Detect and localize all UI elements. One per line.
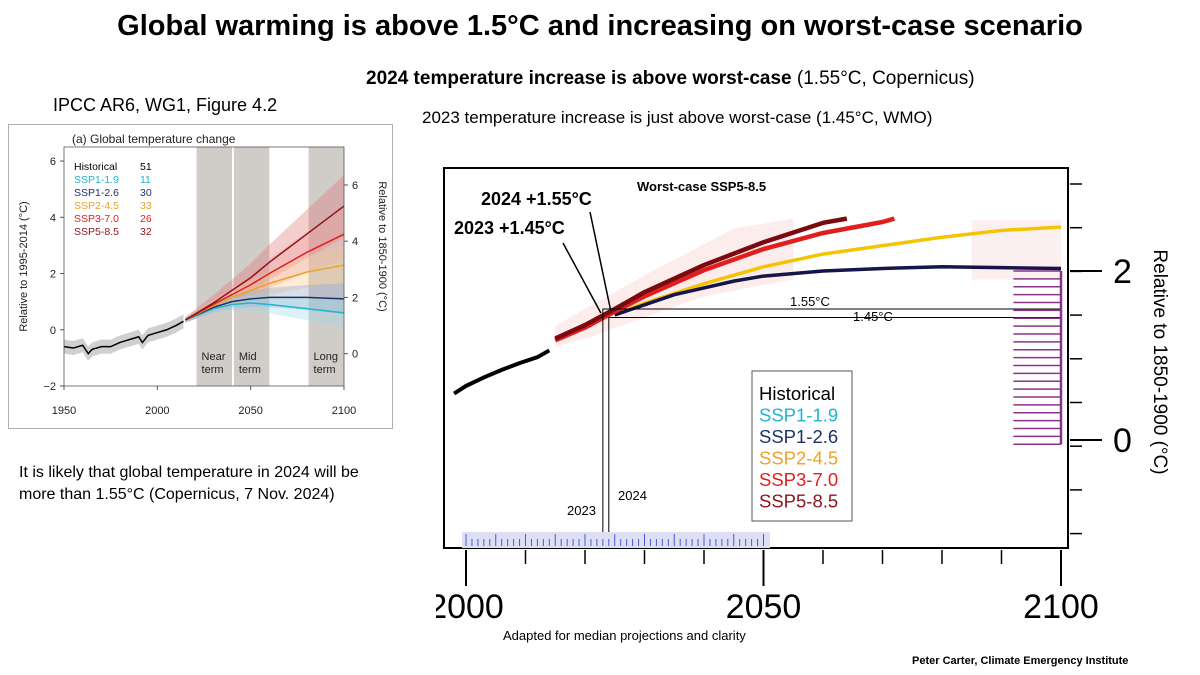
- left-plot-frame: [63, 146, 345, 387]
- legend-count-ssp370: 26: [140, 213, 152, 225]
- ipcc-figure-label: IPCC AR6, WG1, Figure 4.2: [53, 95, 278, 115]
- legend-name-ssp585: SSP5-8.5: [74, 226, 119, 238]
- arrow-2024: [589, 211, 612, 312]
- ssp-chart: 1.55°C 1.45°C 2023 2024 2024 +1.55°C 2023 +1.…: [436, 167, 1170, 626]
- series-line-ssp119: [185, 302, 345, 321]
- y-tick-label-0: 0: [1113, 422, 1132, 460]
- legend-count-historical: 51: [140, 161, 152, 173]
- ref-line-2024-145: [608, 316, 1061, 548]
- y-right-tick-label-1: 2: [352, 292, 358, 304]
- adaptation-caption: Adapted for median projections and clari…: [503, 628, 746, 643]
- series-line-ssp126: [185, 296, 345, 321]
- author-credit: Peter Carter, Climate Emergency Institut…: [912, 655, 1129, 667]
- ref-line-2023-155: [602, 308, 1061, 548]
- right-legend-ssp585: SSP5-8.5: [759, 491, 838, 512]
- series-line-historical: [63, 320, 184, 355]
- annotation-2024: 2024 +1.55°C: [481, 189, 592, 209]
- legend-count-ssp245: 33: [140, 200, 152, 212]
- legend-name-ssp245: SSP2-4.5: [74, 200, 119, 212]
- subtitle-2024-bold: 2024 temperature increase is above worst…: [366, 68, 792, 89]
- historical-line: [453, 348, 551, 396]
- x-tick-label-2000: 2000: [436, 588, 504, 626]
- term-band-label2-0: term: [202, 364, 224, 376]
- legend-count-ssp126: 30: [140, 187, 152, 199]
- y-tick-label-2: 2: [1113, 253, 1132, 291]
- left-ylabel: Relative to 1995-2014 (°C): [18, 201, 30, 331]
- legend-name-ssp126: SSP1-2.6: [74, 187, 119, 199]
- y-tick-label-2: 2: [50, 269, 56, 281]
- legend-name-historical: Historical: [74, 161, 117, 173]
- chart-title-worst-case: Worst-case SSP5-8.5: [637, 179, 766, 194]
- term-band-label-0: Near: [202, 351, 226, 363]
- subtitle-2023: 2023 temperature increase is just above …: [422, 108, 933, 127]
- y-tick-label-0: −2: [43, 381, 56, 393]
- x-tick-label-2: 2050: [238, 405, 262, 417]
- right-legend-ssp370: SSP3-7.0: [759, 469, 838, 490]
- ssp-line-ssp585: [554, 216, 848, 341]
- main-title: Global warming is above 1.5°C and increa…: [117, 10, 1083, 42]
- subtitle-2024-rest: (1.55°C, Copernicus): [791, 68, 975, 89]
- right-legend-historical: Historical: [759, 383, 835, 404]
- x-tick-label-2050: 2050: [726, 588, 802, 626]
- envelope-ssp585: [185, 175, 344, 323]
- arrow-2023: [562, 242, 602, 314]
- legend-count-ssp585: 32: [140, 226, 152, 238]
- right-legend-ssp245: SSP2-4.5: [759, 448, 838, 469]
- right-legend-ssp119: SSP1-1.9: [759, 405, 838, 426]
- x-tick-label-0: 1950: [52, 405, 76, 417]
- y-tick-label-1: 0: [50, 325, 56, 337]
- ssp-line-ssp126: [614, 265, 1062, 317]
- bottom-tick-band: [462, 532, 770, 548]
- term-band-label2-2: term: [314, 364, 336, 376]
- legend-name-ssp370: SSP3-7.0: [74, 213, 119, 225]
- x-tick-label-1: 2000: [145, 405, 169, 417]
- term-band-0: [196, 147, 232, 386]
- annotation-2023: 2023 +1.45°C: [454, 218, 565, 238]
- right-legend-ssp126: SSP1-2.6: [759, 426, 838, 447]
- y-right-tick-label-3: 6: [352, 180, 358, 192]
- envelope-ssp126: [185, 283, 344, 323]
- right-ylabel: Relative to 1850-1900 (°C): [376, 181, 388, 311]
- y-tick-label-3: 4: [50, 212, 56, 224]
- x-tick-label-2100: 2100: [1023, 588, 1099, 626]
- series-line-ssp245: [184, 264, 345, 321]
- year-label-2024: 2024: [618, 488, 647, 503]
- legend-name-ssp119: SSP1-1.9: [74, 174, 119, 186]
- left-chart-title: (a) Global temperature change: [72, 132, 236, 146]
- y-tick-label-4: 6: [50, 156, 56, 168]
- series-line-ssp585: [184, 205, 345, 321]
- y-right-tick-label-2: 4: [352, 236, 358, 248]
- subtitle-2024: 2024 temperature increase is above worst…: [366, 68, 975, 90]
- ref-label-155: 1.55°C: [790, 294, 830, 309]
- legend-count-ssp119: 11: [140, 174, 151, 186]
- legend-box: [751, 370, 853, 522]
- term-band-label2-1: term: [239, 364, 261, 376]
- right-chart-ylabel: Relative to 1850-1900 (°C): [1149, 249, 1170, 474]
- y-right-tick-label-0: 0: [352, 349, 358, 361]
- year-label-2023: 2023: [567, 503, 596, 518]
- series-line-ssp370: [184, 233, 345, 321]
- term-band-label-2: Long: [314, 351, 338, 363]
- ref-label-145: 1.45°C: [853, 309, 893, 324]
- copernicus-note: It is likely that global temperature in …: [19, 464, 359, 503]
- term-band-label-1: Mid: [239, 351, 257, 363]
- x-tick-label-3: 2100: [332, 405, 356, 417]
